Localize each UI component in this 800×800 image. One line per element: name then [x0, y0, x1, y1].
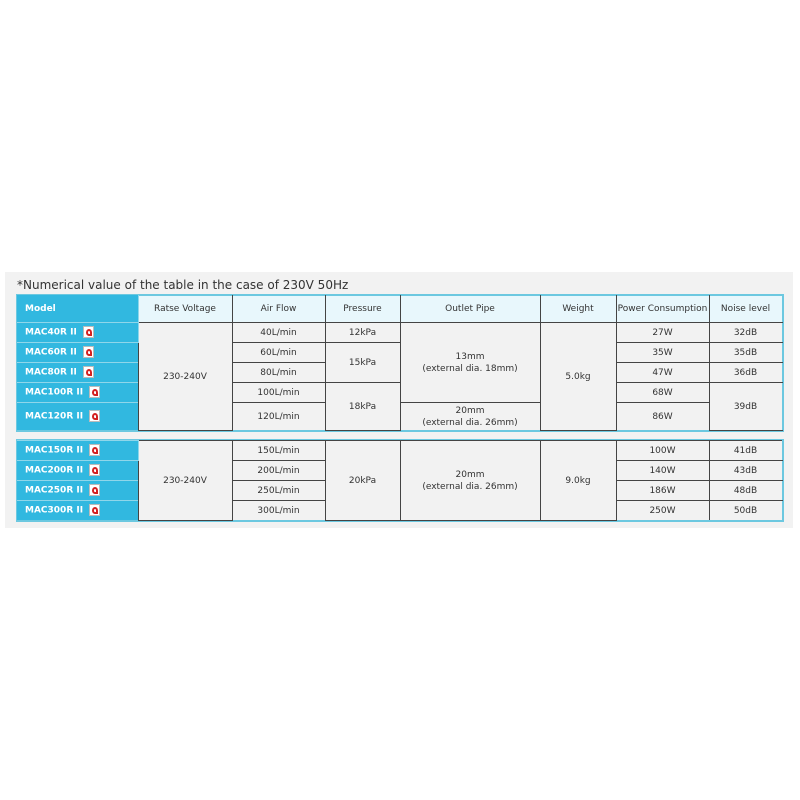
table-row: MAC100R II 100L/min 18kPa 68W 39dB: [17, 382, 783, 431]
voltage-cell: 230-240V: [137, 322, 233, 431]
model-name[interactable]: MAC60R II: [25, 347, 77, 358]
model-name[interactable]: MAC100R II: [25, 387, 84, 398]
pdf-icon[interactable]: [82, 366, 94, 379]
airflow-cell: 120L/min: [231, 402, 326, 431]
airflow-cell: 300L/min: [231, 500, 326, 521]
pressure-cell: 15kPa: [324, 342, 401, 383]
airflow-cell: 80L/min: [231, 362, 326, 383]
outlet-size: 20mm: [455, 405, 485, 416]
pdf-icon[interactable]: [89, 444, 101, 457]
table-row: MAC80R II 80L/min 47W 36dB: [17, 362, 783, 383]
header-airflow: Air Flow: [231, 295, 326, 323]
model-link[interactable]: MAC120R II: [17, 402, 139, 431]
table-row: MAC150R II 230-240V 150L/min 20kPa 20mm(…: [17, 440, 783, 521]
noise-cell: 43dB: [708, 460, 783, 481]
model-name[interactable]: MAC80R II: [25, 367, 77, 378]
model-link[interactable]: MAC100R II: [17, 382, 139, 403]
model-name[interactable]: MAC150R II: [25, 445, 84, 456]
pressure-cell: 18kPa: [324, 382, 401, 431]
noise-cell: 32dB: [708, 322, 783, 343]
noise-cell: 35dB: [708, 342, 783, 363]
power-cell: 140W: [615, 460, 710, 481]
table-row: MAC200R II 200L/min 140W 43dB: [17, 460, 783, 481]
model-link[interactable]: MAC150R II: [17, 440, 139, 461]
pdf-icon[interactable]: [89, 464, 101, 477]
outlet-size: 13mm: [455, 351, 485, 362]
table-note: *Numerical value of the table in the cas…: [17, 278, 349, 292]
header-outlet: Outlet Pipe: [399, 295, 541, 323]
power-cell: 250W: [615, 500, 710, 521]
outlet-ext: (external dia. 26mm): [422, 481, 518, 492]
power-cell: 86W: [615, 402, 710, 431]
header-row: Model Ratse Voltage Air Flow Pressure Ou…: [17, 295, 783, 323]
header-model: Model: [17, 295, 139, 323]
pdf-icon[interactable]: [82, 346, 94, 359]
header-power: Power Consumption: [615, 295, 710, 323]
table-row: MAC120R II 120L/min 20mm (external dia. 2…: [17, 402, 782, 431]
outlet-ext: (external dia. 18mm): [422, 363, 518, 374]
power-cell: 35W: [615, 342, 710, 363]
spec-table-1: Model Ratse Voltage Air Flow Pressure Ou…: [16, 294, 784, 432]
power-cell: 27W: [615, 322, 710, 343]
outlet-cell: 20mm (external dia. 26mm): [399, 402, 541, 431]
voltage-cell: 230-240V: [137, 440, 233, 521]
table-row: MAC60R II 60L/min 15kPa 35W 35dB: [17, 342, 783, 383]
model-link[interactable]: MAC200R II: [17, 460, 139, 481]
model-name[interactable]: MAC120R II: [25, 411, 84, 422]
model-link[interactable]: MAC80R II: [17, 362, 139, 383]
airflow-cell: 60L/min: [231, 342, 326, 363]
power-cell: 47W: [615, 362, 710, 383]
pdf-icon[interactable]: [89, 410, 101, 423]
pressure-cell: 20kPa: [324, 440, 401, 521]
header-voltage: Ratse Voltage: [137, 295, 233, 323]
outlet-size: 20mm: [455, 469, 485, 480]
pdf-icon[interactable]: [89, 484, 101, 497]
power-cell: 186W: [615, 480, 710, 501]
header-pressure: Pressure: [324, 295, 401, 323]
airflow-cell: 100L/min: [231, 382, 326, 403]
airflow-cell: 250L/min: [231, 480, 326, 501]
table-row: MAC300R II 300L/min 250W 50dB: [17, 500, 783, 521]
model-link[interactable]: MAC60R II: [17, 342, 139, 363]
model-name[interactable]: MAC300R II: [25, 505, 84, 516]
model-link[interactable]: MAC40R II: [17, 322, 139, 343]
noise-cell: 48dB: [708, 480, 783, 501]
model-link[interactable]: MAC250R II: [17, 480, 139, 501]
pdf-icon[interactable]: [89, 386, 101, 399]
power-cell: 100W: [615, 440, 710, 461]
airflow-cell: 150L/min: [231, 440, 326, 461]
header-noise: Noise level: [708, 295, 783, 323]
spec-table-2: MAC150R II 230-240V 150L/min 20kPa 20mm(…: [16, 439, 784, 522]
table-row: MAC250R II 250L/min 186W 48dB: [17, 480, 783, 501]
model-name[interactable]: MAC200R II: [25, 465, 84, 476]
weight-cell: 9.0kg: [539, 440, 617, 521]
power-cell: 68W: [615, 382, 710, 403]
weight-cell: 5.0kg: [539, 322, 617, 431]
header-weight: Weight: [539, 295, 617, 323]
pressure-cell: 12kPa: [324, 322, 401, 343]
outlet-cell: 13mm (external dia. 18mm): [399, 322, 541, 403]
model-link[interactable]: MAC300R II: [17, 500, 139, 521]
airflow-cell: 200L/min: [231, 460, 326, 481]
noise-cell: 36dB: [708, 362, 783, 383]
outlet-cell: 20mm (external dia. 26mm): [399, 440, 541, 521]
noise-cell: 50dB: [708, 500, 783, 521]
pdf-icon[interactable]: [82, 326, 94, 339]
model-name[interactable]: MAC40R II: [25, 327, 77, 338]
table-row: MAC40R II 230-240V 40L/min 12kPa 13mm (ex…: [17, 322, 783, 431]
noise-cell: 39dB: [708, 382, 783, 431]
outlet-ext: (external dia. 26mm): [422, 417, 518, 428]
airflow-cell: 40L/min: [231, 322, 326, 343]
model-name[interactable]: MAC250R II: [25, 485, 84, 496]
pdf-icon[interactable]: [89, 504, 101, 517]
noise-cell: 41dB: [708, 440, 783, 461]
